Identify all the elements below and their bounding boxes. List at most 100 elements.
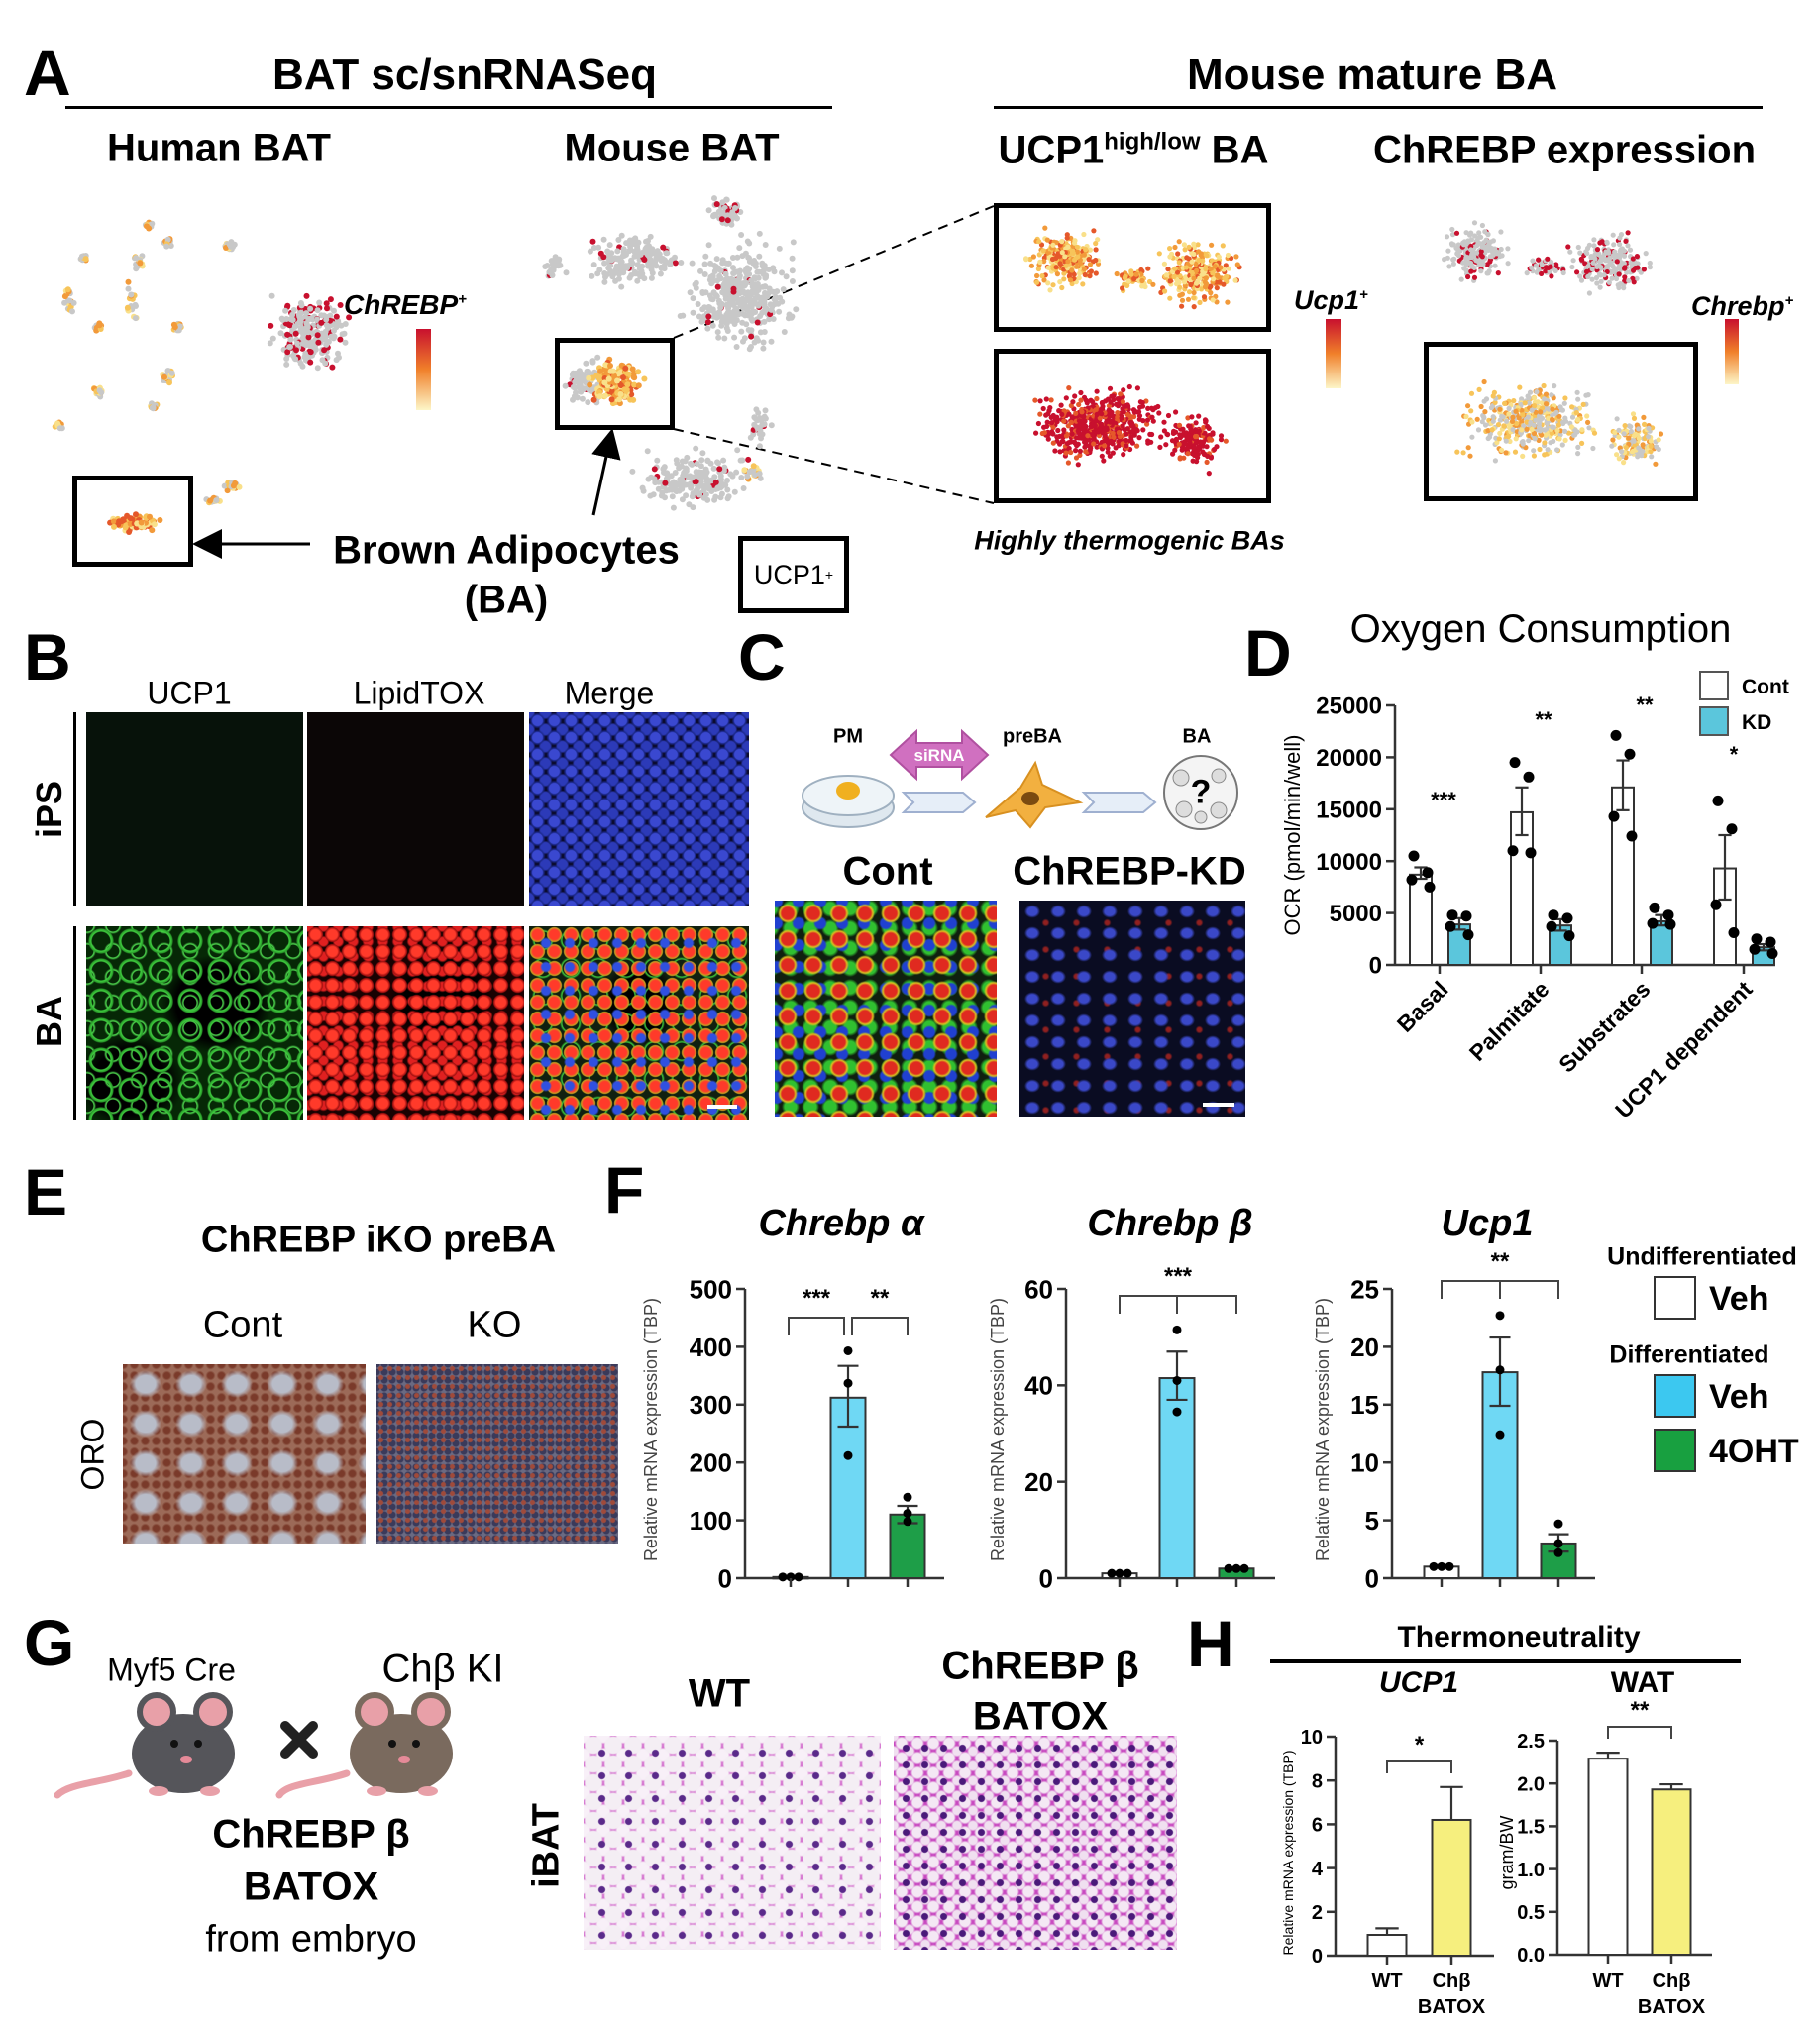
x-category-label: Palmitate xyxy=(1464,976,1554,1066)
panel-letter-a: A xyxy=(24,36,71,109)
data-point xyxy=(1445,920,1456,932)
y-tick-label: 1.5 xyxy=(1517,1817,1545,1839)
umap-cell xyxy=(297,360,304,367)
umap-cell xyxy=(128,291,135,298)
significance-label: *** xyxy=(1164,1263,1193,1290)
bar xyxy=(1651,1788,1692,1957)
umap-cell xyxy=(331,307,337,314)
umap-cell xyxy=(138,519,145,526)
umap-cell xyxy=(267,340,273,347)
ucp1-title-suffix: BA xyxy=(1211,128,1269,172)
human-bat-title: Human BAT xyxy=(107,126,331,170)
human-colorbar xyxy=(416,329,431,410)
umap-cell xyxy=(314,365,321,372)
umap-cell xyxy=(175,327,182,334)
bar xyxy=(1431,1818,1472,1957)
x-category-label: WT xyxy=(1371,1971,1402,1992)
umap-cell xyxy=(144,223,150,230)
umap-cell xyxy=(230,482,237,489)
data-point xyxy=(1509,757,1521,769)
mouse-bat-title: Mouse BAT xyxy=(564,126,780,170)
y-tick-label: 5 xyxy=(1365,1506,1379,1536)
y-axis-label: Relative mRNA expression (TBP) xyxy=(1280,1751,1296,1956)
data-point xyxy=(1710,899,1722,910)
chart-title: UCP1 xyxy=(1379,1666,1458,1699)
y-tick-label: 400 xyxy=(690,1333,732,1362)
umap-cell xyxy=(314,307,321,314)
y-tick-label: 2 xyxy=(1312,1902,1323,1924)
umap-cell xyxy=(321,347,328,354)
umap-cell xyxy=(126,529,133,535)
data-point xyxy=(1546,920,1557,932)
umap-cell xyxy=(124,304,131,311)
umap-cell xyxy=(312,346,319,353)
umap-cell xyxy=(69,308,75,315)
umap-cell xyxy=(163,243,170,250)
umap-cell xyxy=(111,523,117,530)
legend-swatch xyxy=(1699,706,1729,736)
umap-cell xyxy=(305,329,312,336)
data-point xyxy=(1429,1561,1439,1571)
umap-cell xyxy=(327,312,334,319)
y-tick-label: 0 xyxy=(718,1563,732,1593)
data-point xyxy=(1172,1375,1182,1385)
umap-cell xyxy=(299,340,306,347)
data-point xyxy=(1766,947,1778,959)
chart-H-ucp1: UCP1 Relative mRNA expression (TBP) 0 2 4 6 8 1… xyxy=(1280,1666,1494,2018)
y-tick-label: 20 xyxy=(1350,1333,1379,1362)
umap-cell xyxy=(168,370,175,376)
data-point xyxy=(1495,1365,1505,1375)
data-point xyxy=(1507,845,1519,857)
data-point xyxy=(1523,771,1535,783)
y-tick-label: 25 xyxy=(1350,1274,1379,1304)
umap-cell xyxy=(322,331,328,338)
data-point xyxy=(1239,1563,1249,1573)
y-tick-label: 10 xyxy=(1350,1448,1379,1478)
significance-label: ** xyxy=(1631,1697,1650,1724)
umap-cell xyxy=(166,379,172,386)
x-category-label: Substrates xyxy=(1553,976,1655,1077)
y-axis-label: gram/BW xyxy=(1497,1815,1517,1889)
umap-cell xyxy=(284,349,291,356)
data-point xyxy=(1462,929,1474,941)
umap-cell xyxy=(298,327,305,334)
x-category-label: WT xyxy=(1592,1971,1623,1992)
umap-cell xyxy=(337,302,344,308)
data-point xyxy=(1224,1563,1233,1573)
data-point xyxy=(1495,1430,1505,1440)
x-category-label: Basal xyxy=(1392,976,1453,1037)
umap-cell xyxy=(337,336,344,343)
significance-label: ** xyxy=(871,1285,890,1312)
data-point xyxy=(1495,1311,1505,1321)
data-point xyxy=(1525,847,1537,859)
umap-cell xyxy=(760,345,767,352)
chart-F-chrebp-alpha: Chrebp α Relative mRNA expression (TBP) 0 1… xyxy=(641,1203,944,1593)
data-point xyxy=(1424,881,1436,893)
y-tick-label: 15 xyxy=(1350,1390,1379,1420)
umap-cell xyxy=(213,497,220,504)
x-category-label: BATOX xyxy=(1418,1996,1486,2018)
header-rule xyxy=(65,106,832,109)
umap-cell xyxy=(316,299,323,306)
y-axis-label: Relative mRNA expression (TBP) xyxy=(1313,1298,1333,1561)
data-point xyxy=(1553,1547,1563,1557)
umap-cell xyxy=(151,521,158,528)
y-tick-label: 25000 xyxy=(1316,693,1382,720)
chart-title: Chrebp β xyxy=(1087,1203,1252,1244)
umap-cell xyxy=(137,260,144,267)
umap-cell xyxy=(289,316,296,323)
umap-cell xyxy=(291,323,298,330)
umap-cell xyxy=(61,293,68,300)
umap-cell xyxy=(329,364,336,371)
umap-cell xyxy=(299,335,306,342)
data-point xyxy=(1662,909,1674,921)
data-point xyxy=(1445,1561,1454,1571)
umap-cell xyxy=(268,322,274,329)
y-tick-label: 8 xyxy=(1312,1770,1323,1792)
data-point xyxy=(1610,729,1622,741)
data-point xyxy=(1765,936,1776,948)
umap-cell xyxy=(122,524,129,531)
x-category-label: Chβ xyxy=(1653,1971,1691,1992)
umap-cell xyxy=(221,482,228,489)
umap-cell xyxy=(279,316,286,323)
